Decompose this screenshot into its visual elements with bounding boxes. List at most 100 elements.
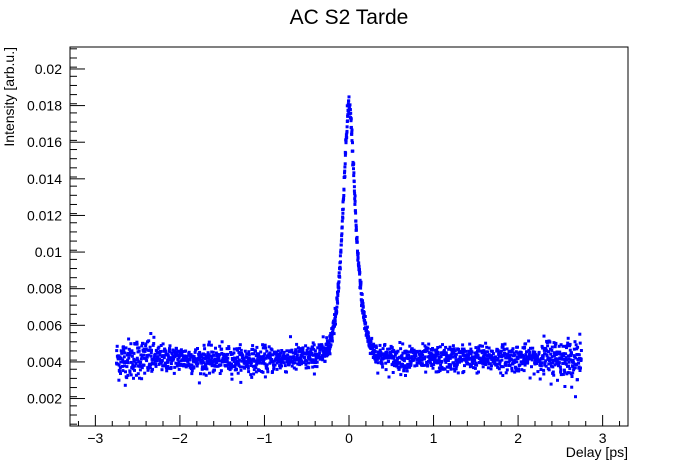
data-point [310, 351, 314, 355]
data-point [393, 359, 397, 363]
data-point [202, 365, 206, 369]
data-point [530, 358, 534, 362]
data-point [535, 356, 539, 359]
peak-data-point [361, 305, 365, 308]
data-point [294, 367, 298, 371]
data-point [461, 343, 465, 347]
data-point [493, 358, 497, 362]
data-point [575, 378, 579, 382]
data-point [528, 376, 532, 380]
data-point [207, 340, 211, 344]
data-point [236, 355, 240, 359]
data-point [217, 355, 221, 359]
data-point [166, 365, 170, 368]
data-point [571, 371, 575, 375]
data-point [126, 358, 130, 362]
data-point [206, 361, 210, 365]
data-point [322, 346, 326, 350]
data-point [201, 367, 205, 371]
data-point [505, 368, 509, 372]
data-point [285, 349, 289, 353]
data-point [383, 343, 387, 346]
y-axis-label: Intensity [arb.u.] [1, 47, 17, 147]
data-point [456, 371, 460, 375]
data-point [132, 359, 136, 363]
data-point [355, 238, 359, 242]
data-point [217, 357, 221, 361]
data-point [428, 359, 432, 363]
data-point [198, 350, 202, 354]
data-point [319, 347, 323, 351]
data-point [353, 194, 357, 198]
data-point [158, 357, 162, 361]
data-point [205, 367, 209, 371]
data-point [453, 364, 456, 367]
data-point [542, 372, 546, 376]
data-point [131, 363, 135, 367]
data-point [237, 351, 241, 354]
data-point [278, 364, 282, 368]
data-point [162, 349, 166, 353]
data-point [254, 370, 258, 374]
data-point [118, 366, 122, 370]
data-point [439, 355, 443, 358]
data-point [403, 366, 407, 369]
data-point [268, 361, 272, 365]
data-point [133, 364, 137, 368]
data-point [286, 353, 290, 357]
data-point [143, 371, 147, 375]
data-point [461, 352, 465, 355]
data-point [179, 362, 183, 366]
data-point [476, 349, 479, 353]
data-point [402, 357, 406, 361]
peak-data-point [349, 111, 353, 115]
data-point [122, 355, 126, 359]
data-point [341, 200, 345, 204]
data-point [305, 349, 309, 352]
data-point [531, 346, 535, 350]
data-point [269, 353, 273, 357]
data-point [528, 350, 532, 354]
data-point [300, 359, 304, 363]
data-point [320, 344, 324, 348]
data-point [398, 361, 402, 365]
data-point [115, 344, 119, 348]
data-point [174, 347, 178, 350]
data-point [468, 342, 472, 346]
data-point [304, 344, 308, 348]
data-point [552, 341, 556, 345]
peak-data-point [353, 199, 357, 203]
data-point [282, 350, 286, 354]
data-point [381, 365, 385, 369]
data-point [388, 350, 392, 354]
data-point [521, 360, 525, 364]
data-point [287, 362, 291, 366]
data-point [438, 369, 442, 372]
data-point [512, 360, 516, 364]
data-point [442, 348, 446, 352]
y-tick-label: 0.016 [27, 134, 62, 150]
data-point [316, 346, 320, 350]
data-point [310, 360, 314, 364]
data-point [519, 351, 523, 355]
data-point [169, 362, 173, 366]
data-point [510, 366, 514, 370]
data-point [374, 360, 378, 364]
data-point [577, 353, 581, 357]
data-point [565, 346, 568, 350]
data-point [270, 358, 274, 361]
data-point [212, 353, 216, 357]
data-point [446, 370, 450, 374]
data-point [190, 369, 194, 373]
data-point [563, 385, 567, 388]
peak-data-point [358, 270, 362, 274]
data-point [254, 366, 258, 370]
data-point [427, 351, 431, 355]
data-point [150, 369, 154, 373]
data-point [452, 367, 456, 371]
data-point [552, 351, 556, 355]
data-point [401, 342, 405, 346]
data-point [204, 363, 207, 367]
data-point [510, 358, 514, 362]
data-point [320, 354, 324, 358]
